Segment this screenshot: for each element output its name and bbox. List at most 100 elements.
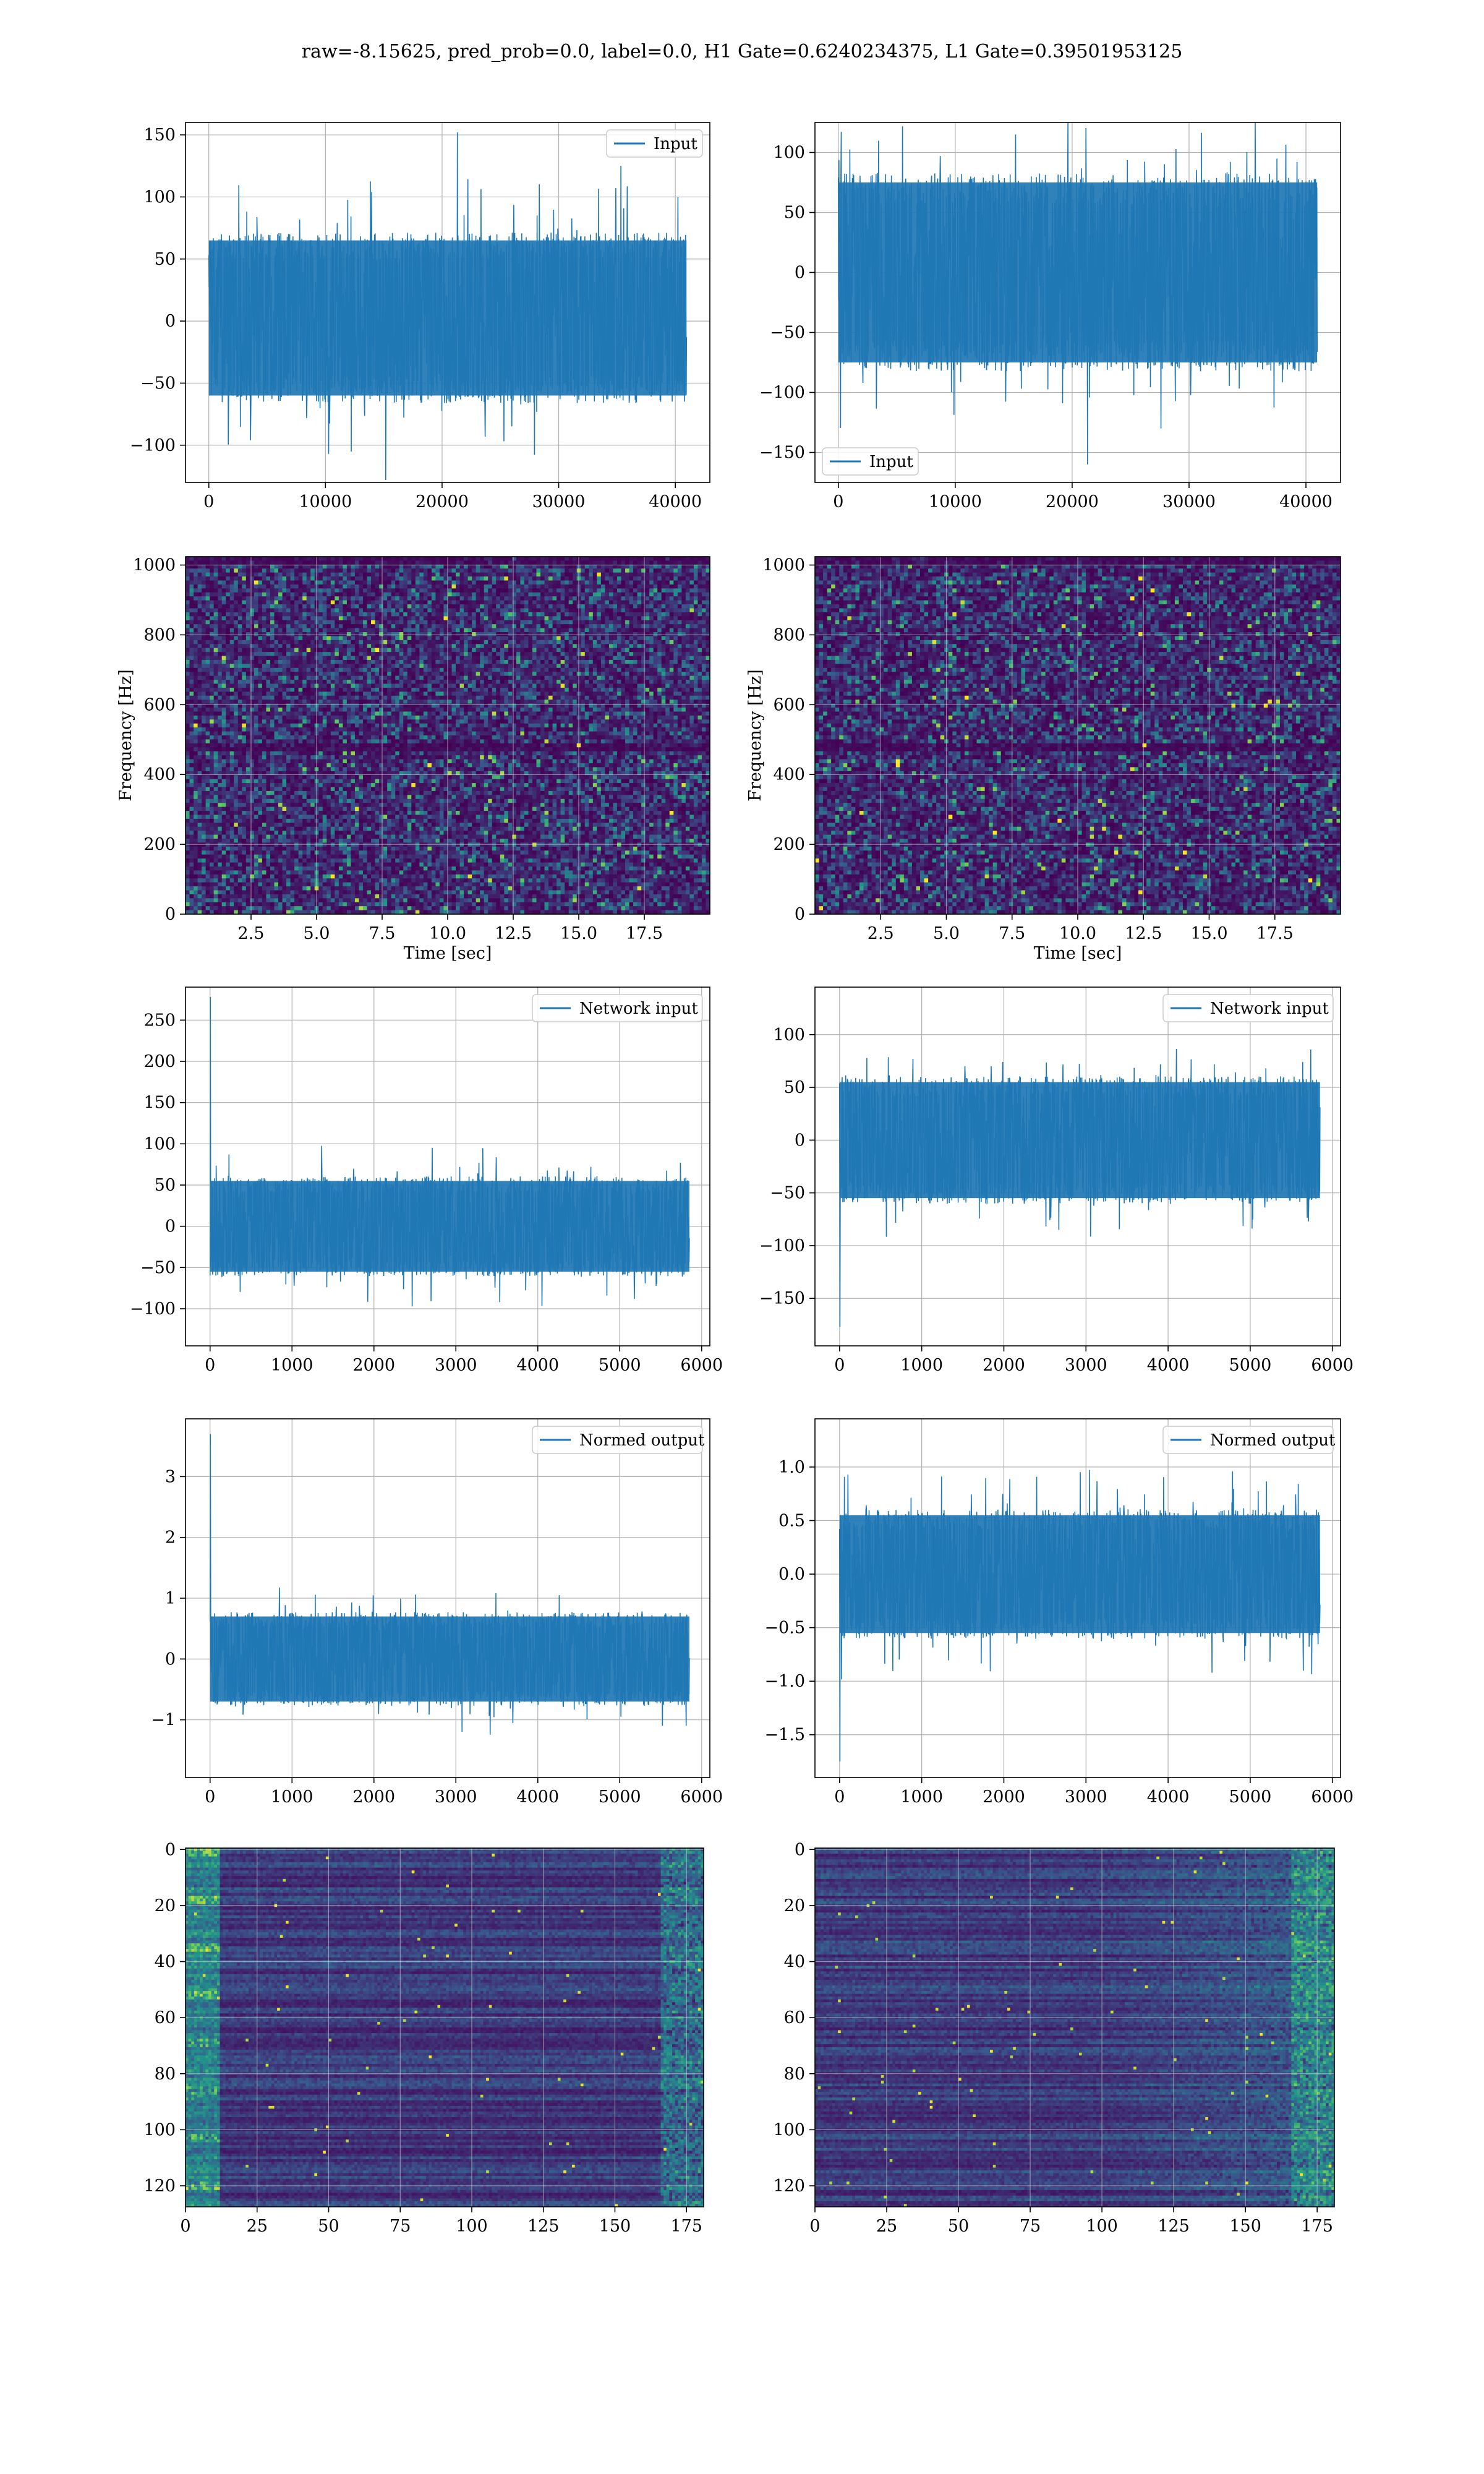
spectrogram-cell [484, 608, 488, 612]
spectrogram-cell [214, 664, 218, 668]
spectrogram-cell [678, 576, 682, 581]
spectrogram-cell [597, 557, 601, 561]
spectrogram-cell [702, 620, 706, 625]
spectrogram-cell [601, 688, 605, 692]
spectrogram-cell [391, 557, 396, 561]
spectrogram-cell [427, 700, 432, 704]
spectrogram-cell [694, 573, 698, 577]
spectrogram-cell [375, 584, 380, 589]
spectrogram-cell [613, 636, 617, 640]
spectrogram-cell [609, 584, 613, 589]
spectrogram-cell [310, 576, 315, 581]
spectrogram-cell [283, 684, 287, 688]
spectrogram-cell [625, 596, 629, 601]
spectrogram-cell [407, 588, 412, 593]
spectrogram-cell [206, 676, 210, 680]
spectrogram-cell [524, 704, 529, 708]
spectrogram-cell [234, 573, 238, 577]
spectrogram-cell [347, 616, 351, 620]
spectrogram-cell [206, 691, 210, 696]
spectrogram-cell [553, 656, 557, 661]
spectrogram-cell [186, 616, 190, 620]
spectrogram-cell [222, 560, 226, 565]
spectrogram-cell [399, 601, 404, 605]
spectrogram-cell [371, 560, 375, 565]
spectrogram-cell [302, 696, 307, 700]
spectrogram-cell [633, 632, 638, 636]
spectrogram-cell [238, 593, 242, 597]
spectrogram-cell [686, 680, 690, 684]
spectrogram-cell [343, 632, 347, 636]
spectrogram-cell [331, 684, 335, 688]
spectrogram-cell [540, 636, 545, 640]
spectrogram-cell [379, 676, 383, 680]
spectrogram-cell [678, 696, 682, 700]
spectrogram-cell [537, 652, 541, 656]
spectrogram-cell [198, 604, 202, 609]
spectrogram-cell [673, 601, 678, 605]
spectrogram-cell [206, 644, 210, 648]
spectrogram-cell [375, 636, 380, 640]
spectrogram-cell [238, 691, 242, 696]
spectrogram-cell [589, 601, 593, 605]
spectrogram-cell [266, 644, 270, 648]
spectrogram-cell [625, 676, 629, 680]
spectrogram-cell [419, 632, 424, 636]
spectrogram-cell [694, 612, 698, 617]
spectrogram-cell [266, 560, 270, 565]
spectrogram-cell [456, 581, 460, 585]
spectrogram-cell [331, 612, 335, 617]
x-tick-label: 40000 [649, 492, 702, 511]
spectrogram-cell [537, 632, 541, 636]
spectrogram-cell [351, 632, 355, 636]
signal-band [838, 182, 1317, 362]
spectrogram-cell [416, 644, 420, 648]
spectrogram-cell [432, 636, 436, 640]
spectrogram-cell [302, 604, 307, 609]
spectrogram-cell [654, 560, 658, 565]
spectrogram-cell [589, 652, 593, 656]
spectrogram-cell [355, 664, 359, 668]
spectrogram-cell [694, 644, 698, 648]
spectrogram-cell [432, 691, 436, 696]
spectrogram-cell [440, 664, 444, 668]
spectrogram-cell [657, 652, 662, 656]
spectrogram-cell [504, 593, 508, 597]
spectrogram-cell [545, 648, 549, 653]
spectrogram-cell [318, 664, 323, 668]
spectrogram-cell [504, 632, 508, 636]
spectrogram-cell [254, 644, 258, 648]
spectrogram-cell [484, 704, 488, 708]
spectrogram-cell [593, 568, 597, 573]
spectrogram-cell [194, 640, 198, 644]
spectrogram-cell [347, 624, 351, 628]
spectrogram-cell [407, 560, 412, 565]
spectrogram-cell [504, 573, 508, 577]
spectrogram-cell [524, 700, 529, 704]
spectrogram-cell [355, 688, 359, 692]
spectrogram-cell [520, 640, 524, 644]
spectrogram-cell [629, 700, 634, 704]
spectrogram-cell [262, 660, 267, 664]
spectrogram-cell [508, 668, 513, 672]
spectrogram-cell [464, 704, 468, 708]
spectrogram-cell [585, 608, 589, 612]
spectrogram-cell [375, 688, 380, 692]
spectrogram-cell [646, 593, 650, 597]
spectrogram-cell [299, 696, 303, 700]
spectrogram-cell [601, 557, 605, 561]
spectrogram-cell [613, 680, 617, 684]
spectrogram-cell [326, 700, 331, 704]
spectrogram-cell [395, 688, 399, 692]
spectrogram-cell [581, 628, 585, 633]
spectrogram-cell [347, 588, 351, 593]
spectrogram-cell [278, 640, 283, 644]
spectrogram-cell [230, 688, 234, 692]
spectrogram-cell [621, 628, 625, 633]
spectrogram-cell [202, 672, 206, 676]
spectrogram-cell [307, 581, 311, 585]
spectrogram-cell [411, 573, 416, 577]
spectrogram-cell [391, 664, 396, 668]
spectrogram-cell [609, 608, 613, 612]
spectrogram-cell [299, 680, 303, 684]
